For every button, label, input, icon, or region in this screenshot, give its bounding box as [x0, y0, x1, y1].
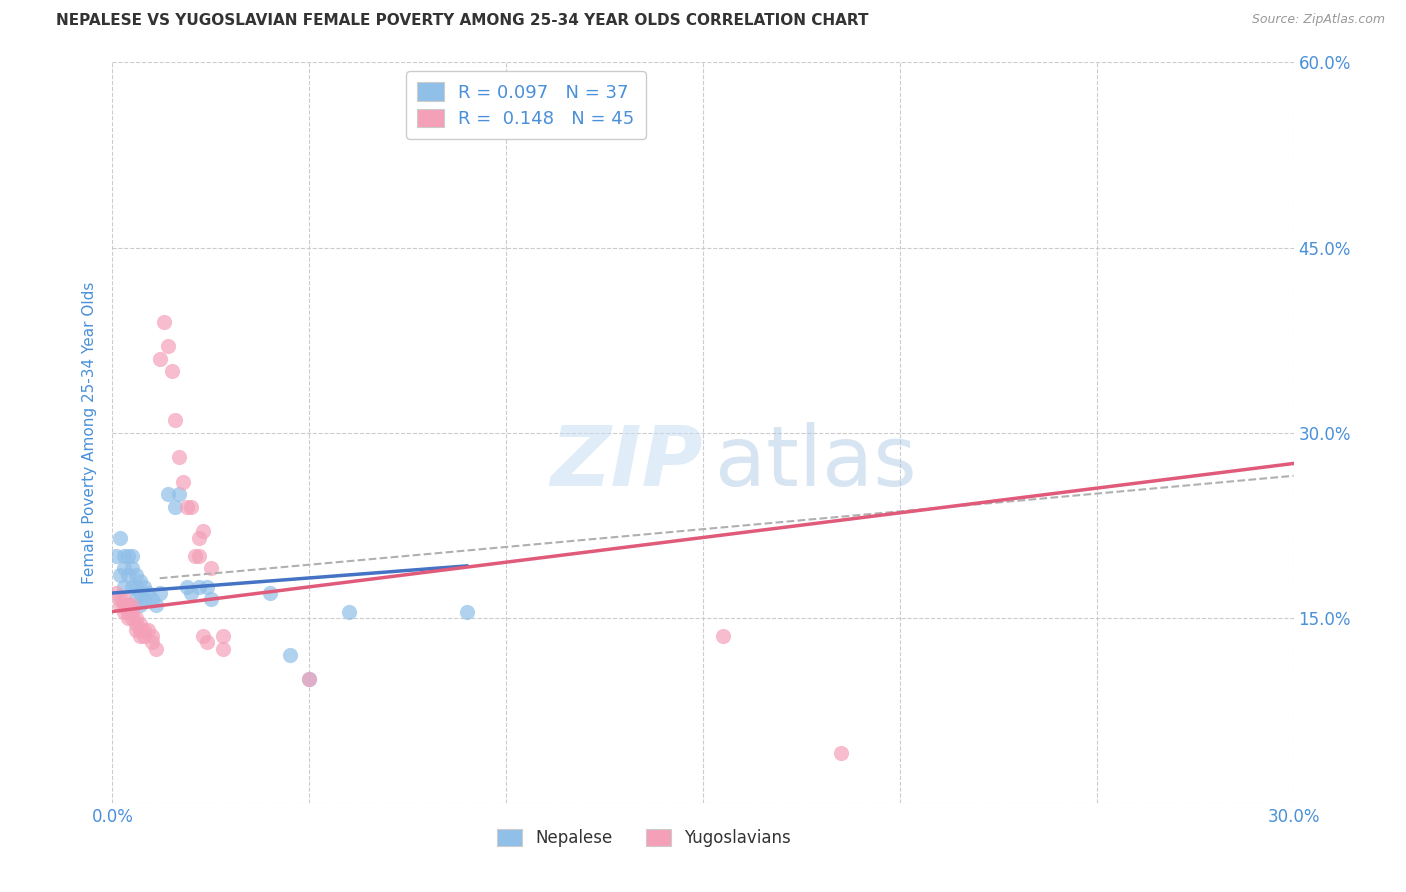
- Point: [180, 586, 202, 600]
- Point: [298, 673, 321, 687]
- Point: [132, 623, 155, 637]
- Point: [110, 599, 132, 613]
- Point: [456, 605, 478, 619]
- Point: [165, 413, 187, 427]
- Point: [188, 580, 211, 594]
- Point: [211, 641, 233, 656]
- Point: [121, 605, 143, 619]
- Point: [156, 487, 179, 501]
- Point: [112, 592, 135, 607]
- Point: [152, 314, 174, 328]
- Legend: Nepalese, Yugoslavians: Nepalese, Yugoslavians: [491, 822, 797, 854]
- Text: Source: ZipAtlas.com: Source: ZipAtlas.com: [1251, 13, 1385, 27]
- Point: [117, 605, 139, 619]
- Point: [129, 616, 152, 631]
- Point: [117, 549, 139, 563]
- Point: [298, 673, 321, 687]
- Point: [117, 610, 139, 624]
- Point: [110, 592, 132, 607]
- Point: [132, 580, 155, 594]
- Y-axis label: Female Poverty Among 25-34 Year Olds: Female Poverty Among 25-34 Year Olds: [82, 282, 97, 583]
- Point: [160, 364, 183, 378]
- Point: [112, 561, 135, 575]
- Point: [149, 351, 172, 366]
- Point: [125, 592, 148, 607]
- Point: [165, 500, 187, 514]
- Point: [117, 599, 139, 613]
- Point: [195, 635, 218, 649]
- Point: [830, 747, 852, 761]
- Point: [105, 549, 128, 563]
- Point: [129, 629, 152, 643]
- Point: [105, 586, 128, 600]
- Point: [145, 599, 167, 613]
- Point: [129, 599, 152, 613]
- Point: [121, 580, 143, 594]
- Point: [191, 524, 214, 539]
- Point: [125, 623, 148, 637]
- Point: [117, 567, 139, 582]
- Point: [121, 561, 143, 575]
- Point: [188, 531, 211, 545]
- Point: [200, 561, 222, 575]
- Point: [191, 629, 214, 643]
- Point: [176, 500, 198, 514]
- Point: [112, 599, 135, 613]
- Point: [141, 635, 163, 649]
- Point: [121, 610, 143, 624]
- Point: [136, 623, 159, 637]
- Point: [337, 605, 360, 619]
- Point: [110, 567, 132, 582]
- Point: [121, 599, 143, 613]
- Point: [141, 629, 163, 643]
- Point: [169, 487, 191, 501]
- Point: [141, 592, 163, 607]
- Point: [129, 586, 152, 600]
- Point: [112, 549, 135, 563]
- Point: [132, 629, 155, 643]
- Point: [176, 580, 198, 594]
- Point: [112, 580, 135, 594]
- Text: NEPALESE VS YUGOSLAVIAN FEMALE POVERTY AMONG 25-34 YEAR OLDS CORRELATION CHART: NEPALESE VS YUGOSLAVIAN FEMALE POVERTY A…: [56, 13, 869, 29]
- Point: [125, 610, 148, 624]
- Point: [200, 592, 222, 607]
- Point: [156, 339, 179, 353]
- Point: [145, 641, 167, 656]
- Point: [132, 592, 155, 607]
- Point: [129, 623, 152, 637]
- Point: [259, 586, 281, 600]
- Point: [184, 549, 207, 563]
- Point: [117, 599, 139, 613]
- Text: atlas: atlas: [714, 422, 917, 503]
- Point: [149, 586, 172, 600]
- Point: [278, 648, 301, 662]
- Point: [110, 531, 132, 545]
- Point: [195, 580, 218, 594]
- Point: [125, 616, 148, 631]
- Point: [211, 629, 233, 643]
- Point: [188, 549, 211, 563]
- Point: [125, 567, 148, 582]
- Point: [172, 475, 194, 489]
- Text: ZIP: ZIP: [550, 422, 703, 503]
- Point: [129, 574, 152, 588]
- Point: [112, 605, 135, 619]
- Point: [121, 549, 143, 563]
- Point: [711, 629, 734, 643]
- Point: [136, 586, 159, 600]
- Point: [180, 500, 202, 514]
- Point: [169, 450, 191, 465]
- Point: [125, 580, 148, 594]
